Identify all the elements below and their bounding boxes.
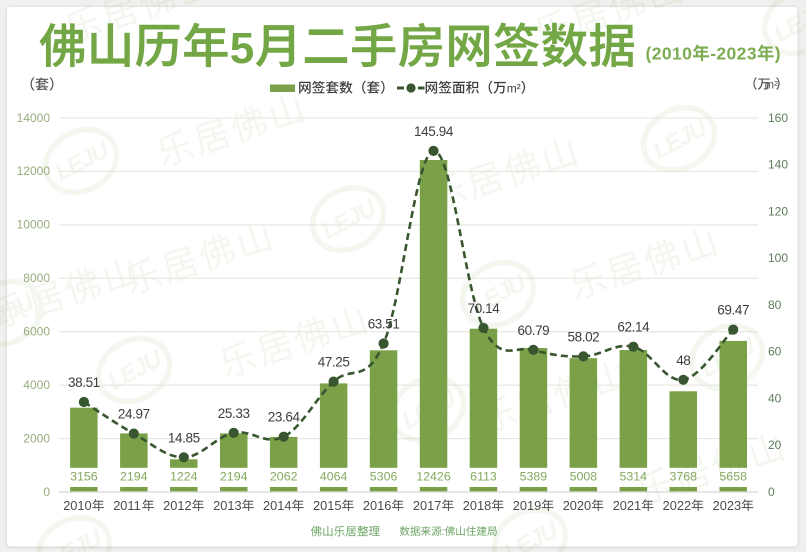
svg-text:3768: 3768 (670, 470, 698, 484)
svg-text::: : (442, 526, 445, 538)
svg-text:2016: 2016 (363, 498, 391, 513)
svg-text:m²: m² (765, 80, 779, 92)
svg-text:160: 160 (768, 111, 788, 125)
svg-text:5658: 5658 (719, 470, 747, 484)
svg-text:12426: 12426 (416, 470, 451, 484)
svg-text:14.85: 14.85 (168, 430, 200, 445)
svg-text:23.64: 23.64 (268, 410, 301, 425)
svg-text:2010: 2010 (63, 498, 91, 513)
svg-text:1224: 1224 (170, 470, 198, 484)
svg-text:2020: 2020 (563, 498, 591, 513)
svg-text:8000: 8000 (23, 271, 50, 285)
svg-text:63.51: 63.51 (368, 317, 400, 332)
svg-text:m²: m² (507, 82, 521, 96)
svg-text:48: 48 (676, 353, 690, 368)
svg-text:2022: 2022 (663, 498, 691, 513)
svg-text:2019: 2019 (513, 498, 541, 513)
svg-text:38.51: 38.51 (68, 375, 100, 390)
svg-text:5306: 5306 (370, 470, 398, 484)
svg-text:100: 100 (768, 251, 788, 265)
svg-text:58.02: 58.02 (568, 329, 600, 344)
svg-text:6113: 6113 (470, 470, 497, 484)
svg-text:60.79: 60.79 (518, 323, 550, 338)
svg-text:5: 5 (230, 24, 255, 73)
svg-text:2014: 2014 (263, 498, 291, 513)
svg-text:140: 140 (768, 158, 788, 172)
svg-text:25.33: 25.33 (218, 406, 250, 421)
svg-text:2062: 2062 (270, 470, 298, 484)
svg-text:10000: 10000 (17, 218, 51, 232)
svg-text:6000: 6000 (23, 325, 50, 339)
svg-text:): ) (775, 44, 781, 64)
svg-text:2017: 2017 (413, 498, 441, 513)
svg-text:62.14: 62.14 (617, 320, 650, 335)
svg-text:120: 120 (768, 204, 788, 218)
svg-text:145.94: 145.94 (414, 124, 454, 139)
svg-text:-2023: -2023 (710, 44, 757, 64)
svg-text:69.47: 69.47 (717, 303, 749, 318)
svg-text:3156: 3156 (70, 470, 98, 484)
svg-text:2018: 2018 (463, 498, 491, 513)
svg-text:2021: 2021 (613, 498, 641, 513)
svg-text:24.97: 24.97 (118, 407, 150, 422)
svg-text:5389: 5389 (520, 470, 548, 484)
svg-text:4000: 4000 (23, 378, 50, 392)
svg-text:2000: 2000 (23, 431, 50, 445)
svg-text:0: 0 (43, 485, 50, 499)
svg-text:80: 80 (768, 298, 782, 312)
svg-text:2011: 2011 (113, 498, 141, 513)
svg-text:4064: 4064 (320, 470, 348, 484)
svg-text:2015: 2015 (313, 498, 341, 513)
svg-text:14000: 14000 (17, 111, 51, 125)
svg-text:60: 60 (768, 345, 782, 359)
svg-text:70.14: 70.14 (468, 301, 501, 316)
svg-text:2013: 2013 (213, 498, 241, 513)
svg-text:12000: 12000 (17, 164, 51, 178)
svg-text:20: 20 (768, 438, 782, 452)
svg-text:2194: 2194 (120, 470, 148, 484)
svg-text:40: 40 (768, 391, 782, 405)
svg-text:5008: 5008 (570, 470, 598, 484)
svg-text:5314: 5314 (620, 470, 648, 484)
svg-text:0: 0 (768, 485, 775, 499)
svg-text:47.25: 47.25 (318, 355, 350, 370)
svg-text:2012: 2012 (163, 498, 191, 513)
svg-text:2023: 2023 (713, 498, 741, 513)
svg-text:2194: 2194 (220, 470, 248, 484)
svg-text:(2010: (2010 (646, 44, 693, 64)
